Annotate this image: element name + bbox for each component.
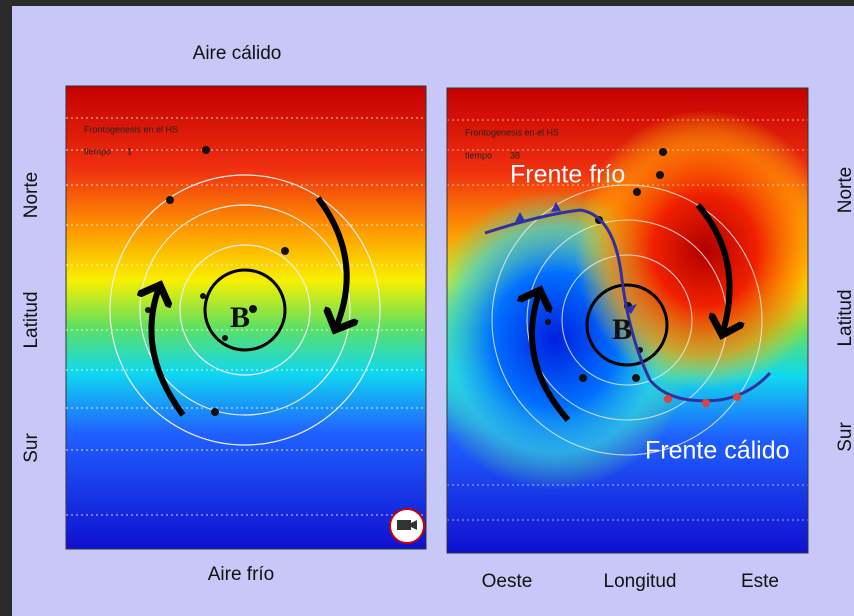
axis-label: Norte [21, 172, 42, 218]
axis-label: Latitud [835, 289, 854, 346]
axis-label: Sur [21, 433, 42, 463]
caption: Frontogenesis en el HS [84, 124, 178, 134]
axis-label: Sur [835, 422, 854, 452]
camera-icon-shape [397, 520, 417, 530]
time-label: tiempo [84, 146, 111, 156]
time-value: 38 [510, 150, 520, 160]
x-axis-label: Este [741, 571, 779, 592]
cold-front-label: Frente frío [510, 161, 625, 189]
caption: Frontogenesis en el HS [465, 127, 559, 137]
warm-front-label: Frente cálido [645, 437, 790, 465]
slide: Frontogenesis en el HS tiempo 1 B Aire c… [0, 0, 854, 616]
axis-label: Norte [835, 167, 854, 213]
top-label: Aire cálido [193, 43, 282, 64]
center-label: B [612, 313, 632, 346]
bottom-label: Aire frío [208, 564, 275, 585]
x-axis-label: Longitud [604, 571, 677, 592]
x-axis-label: Oeste [482, 571, 533, 592]
time-value: 1 [127, 146, 132, 156]
center-label: B [230, 301, 250, 334]
time-label: tiempo [465, 150, 492, 160]
axis-label: Latitud [21, 291, 42, 348]
